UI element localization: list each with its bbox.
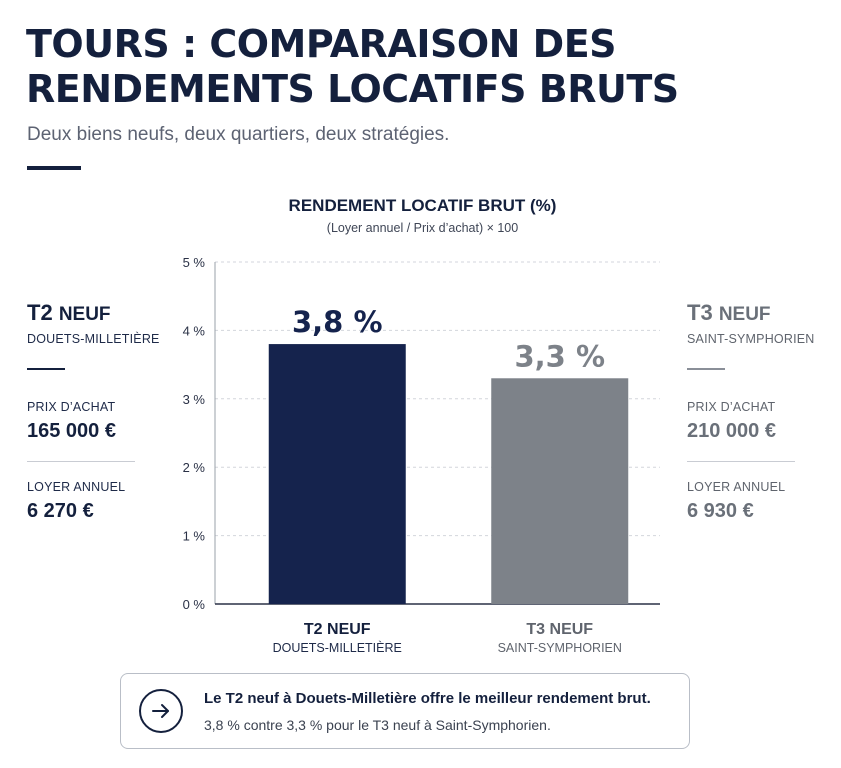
chart-title: RENDEMENT LOCATIF BRUT (%) [288, 196, 557, 215]
right-property-suffix: NEUF [718, 304, 771, 325]
bar-value-label: 3,3 % [514, 339, 605, 373]
callout-main-text: Le T2 neuf à Douets-Milletière offre le … [204, 690, 651, 707]
title-accent-rule [27, 166, 81, 170]
arrow-right-icon [139, 689, 183, 733]
left-short-divider [27, 368, 65, 370]
left-rent-value: 6 270 € [27, 500, 94, 522]
right-price-value: 210 000 € [687, 420, 776, 442]
left-price-label: PRIX D’ACHAT [27, 400, 116, 414]
y-tick-label: 1 % [183, 529, 206, 544]
right-property-panel: T3 NEUF SAINT-SYMPHORIEN PRIX D’ACHAT 21… [687, 300, 841, 523]
right-rent-value: 6 930 € [687, 500, 754, 522]
right-property-type: T3 [687, 300, 713, 325]
bar [268, 344, 406, 604]
x-tick-sublabel: DOUETS-MILLETIÈRE [273, 640, 402, 655]
page-title: TOURS : COMPARAISON DES RENDEMENTS LOCAT… [26, 22, 679, 112]
chart-subtitle: (Loyer annuel / Prix d’achat) × 100 [326, 221, 519, 235]
page-subtitle: Deux biens neufs, deux quartiers, deux s… [27, 124, 450, 145]
right-short-divider [687, 368, 725, 370]
right-rent-label: LOYER ANNUEL [687, 480, 786, 494]
y-tick-label: 5 % [183, 255, 206, 270]
right-price-label: PRIX D’ACHAT [687, 400, 776, 414]
left-property-type: T2 [27, 300, 53, 325]
conclusion-callout: Le T2 neuf à Douets-Milletière offre le … [120, 673, 690, 749]
page-title-line-1: TOURS : COMPARAISON DES [26, 22, 617, 66]
right-divider [687, 461, 795, 462]
left-property-suffix: NEUF [58, 304, 111, 325]
left-price-value: 165 000 € [27, 420, 116, 442]
page-title-line-2: RENDEMENTS LOCATIFS BRUTS [26, 67, 679, 111]
x-tick-sublabel: SAINT-SYMPHORIEN [498, 641, 622, 655]
x-tick-label: T3 NEUF [526, 621, 593, 638]
left-divider [27, 461, 135, 462]
callout-detail-text: 3,8 % contre 3,3 % pour le T3 neuf à Sai… [204, 717, 551, 733]
left-property-district: DOUETS-MILLETIÈRE [27, 332, 160, 346]
right-property-name: T3 NEUF [687, 300, 841, 328]
left-rent-label: LOYER ANNUEL [27, 480, 126, 494]
bar [491, 378, 629, 604]
right-property-district: SAINT-SYMPHORIEN [687, 332, 815, 346]
y-tick-label: 4 % [183, 323, 206, 338]
y-tick-label: 0 % [183, 597, 206, 612]
bar-value-label: 3,8 % [292, 305, 383, 339]
y-tick-label: 2 % [183, 460, 206, 475]
y-tick-label: 3 % [183, 392, 206, 407]
x-tick-label: T2 NEUF [304, 621, 371, 638]
left-property-panel: T2 NEUF DOUETS-MILLETIÈRE PRIX D’ACHAT 1… [27, 300, 187, 523]
left-property-name: T2 NEUF [27, 300, 187, 328]
